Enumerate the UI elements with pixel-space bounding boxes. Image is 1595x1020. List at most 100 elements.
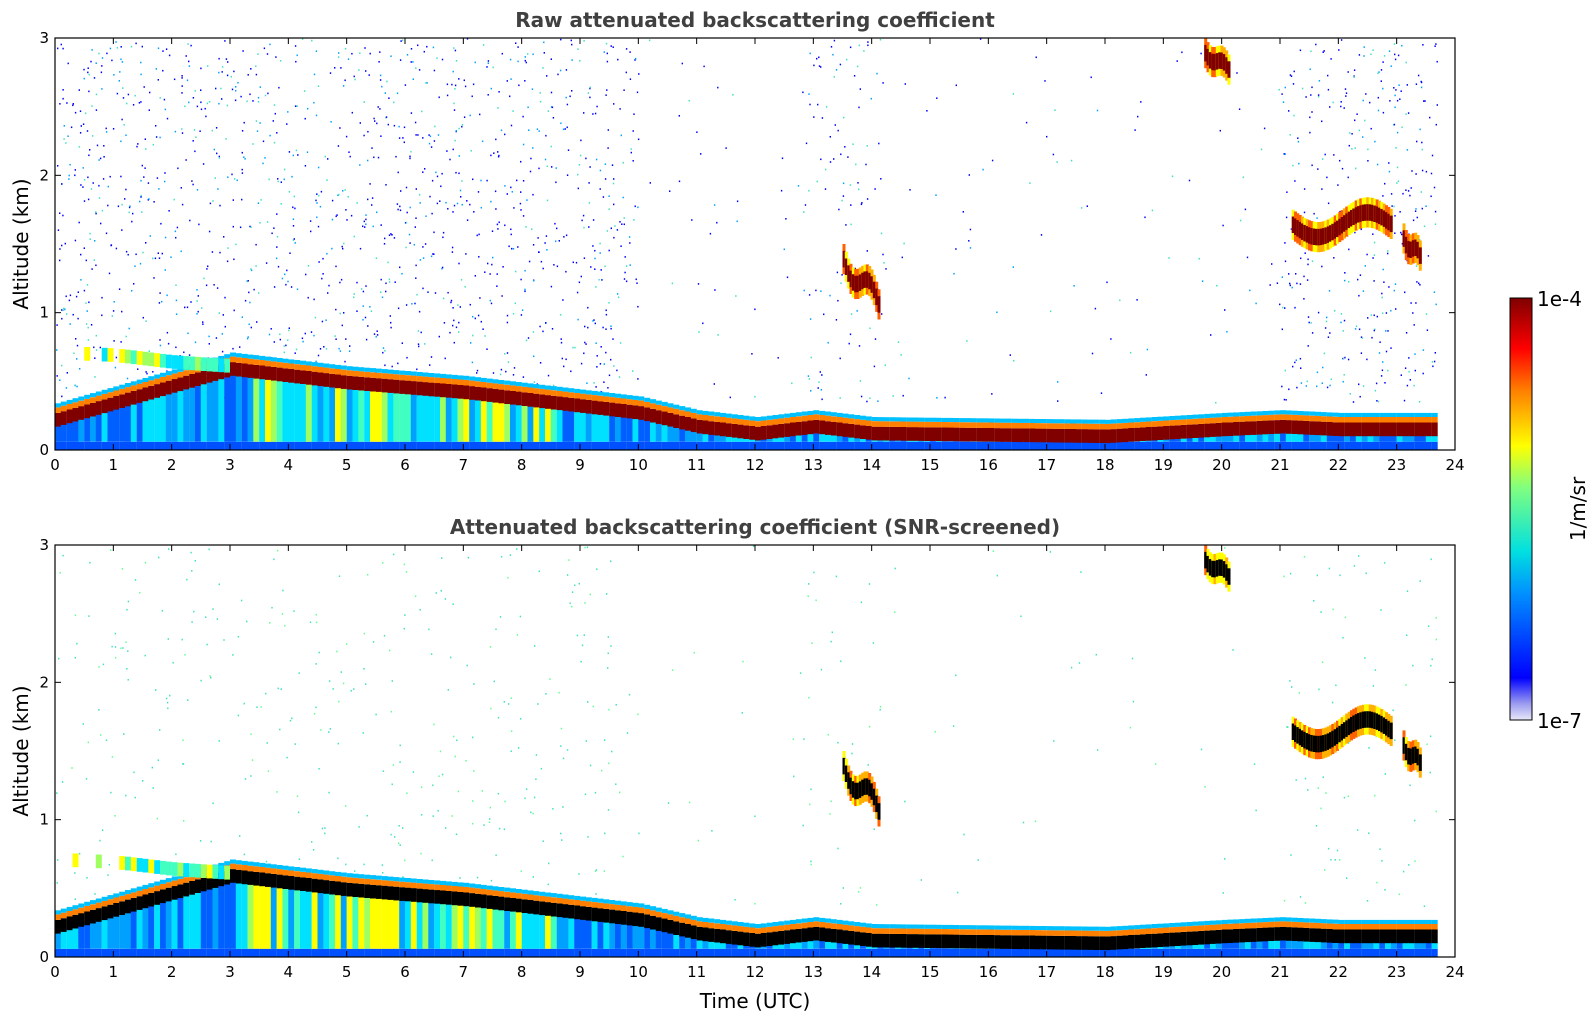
noise-speck <box>398 125 400 128</box>
noise-speck <box>717 86 719 89</box>
noise-speck <box>464 85 467 88</box>
noise-speck <box>571 43 573 46</box>
x-tick-label: 11 <box>687 456 706 474</box>
boundary-layer-column <box>737 931 744 946</box>
layer-fringe <box>1099 930 1106 937</box>
residual-layer-column <box>154 353 161 367</box>
noise-speck <box>510 186 512 189</box>
layer-fringe <box>1011 929 1018 936</box>
boundary-layer-column <box>924 934 931 948</box>
noise-speck <box>1306 380 1308 383</box>
noise-speck <box>1421 207 1423 210</box>
cloud-core <box>1312 228 1316 245</box>
mixed-layer-column <box>480 906 487 949</box>
noise-speck <box>1342 380 1344 383</box>
noise-speck <box>297 811 300 814</box>
mixed-layer-column <box>848 943 855 949</box>
boundary-layer-column <box>708 928 715 942</box>
noise-speck <box>547 110 549 112</box>
noise-speck <box>94 240 96 242</box>
mixed-layer-column <box>148 905 155 949</box>
boundary-layer-column <box>492 388 499 403</box>
noise-speck <box>441 557 443 559</box>
boundary-layer-column <box>329 880 336 895</box>
noise-speck <box>613 365 615 367</box>
mixed-layer-column <box>475 906 481 949</box>
boundary-layer-column <box>294 369 301 384</box>
layer-fringe <box>375 372 382 379</box>
surface-column <box>556 441 563 450</box>
mixed-layer-column <box>760 438 767 442</box>
layer-fringe <box>480 889 487 895</box>
noise-speck <box>498 827 501 830</box>
noise-speck <box>494 190 497 193</box>
noise-speck <box>813 64 815 67</box>
noise-speck <box>1384 182 1386 185</box>
boundary-layer-column <box>492 895 499 910</box>
surface-column <box>1145 441 1152 450</box>
surface-column <box>276 441 283 450</box>
noise-speck <box>181 85 183 87</box>
boundary-layer-column <box>294 876 301 891</box>
layer-fringe <box>1210 417 1216 424</box>
noise-speck <box>599 252 601 254</box>
noise-speck <box>396 203 399 205</box>
layer-fringe <box>644 401 651 408</box>
layer-fringe <box>1227 412 1234 417</box>
noise-speck <box>509 58 512 61</box>
surface-column <box>819 948 826 957</box>
layer-fringe <box>912 417 919 422</box>
noise-speck <box>1035 56 1037 59</box>
boundary-layer-column <box>160 889 166 904</box>
noise-speck <box>1029 182 1031 184</box>
noise-speck <box>595 286 597 288</box>
boundary-layer-column <box>1081 936 1088 950</box>
noise-speck <box>257 101 260 103</box>
noise-speck <box>446 150 448 152</box>
noise-speck <box>1398 893 1401 896</box>
mixed-layer-column <box>142 399 149 442</box>
noise-speck <box>610 327 612 330</box>
noise-speck <box>1347 71 1349 73</box>
noise-speck <box>517 60 519 63</box>
noise-speck <box>264 94 267 97</box>
noise-speck <box>365 285 367 287</box>
noise-speck <box>412 771 415 773</box>
noise-speck <box>520 870 522 873</box>
layer-fringe <box>854 415 861 420</box>
surface-column <box>335 948 341 957</box>
noise-speck <box>358 69 360 71</box>
boundary-layer-column <box>1245 421 1251 436</box>
layer-fringe <box>871 924 878 929</box>
boundary-layer-column <box>650 408 656 423</box>
noise-speck <box>256 321 258 323</box>
layer-fringe <box>84 394 91 399</box>
boundary-layer-column <box>78 913 85 927</box>
boundary-layer-column <box>247 364 254 378</box>
noise-speck <box>400 190 402 192</box>
noise-speck <box>713 383 715 385</box>
boundary-layer-column <box>1385 422 1391 437</box>
noise-speck <box>262 140 265 143</box>
noise-speck <box>1320 611 1322 613</box>
noise-speck <box>1188 179 1191 182</box>
noise-speck <box>546 75 548 77</box>
surface-column <box>562 948 569 957</box>
layer-fringe <box>673 404 680 409</box>
noise-speck <box>121 568 124 570</box>
noise-speck <box>232 654 234 656</box>
boundary-layer-column <box>440 383 446 398</box>
noise-speck <box>1343 796 1346 799</box>
layer-fringe <box>760 420 767 426</box>
noise-speck <box>527 106 529 109</box>
mixed-layer-column <box>259 884 266 949</box>
noise-speck <box>429 364 431 366</box>
layer-fringe <box>1029 925 1036 930</box>
layer-fringe <box>801 411 808 416</box>
noise-speck <box>1315 825 1318 827</box>
layer-fringe <box>370 372 376 378</box>
layer-fringe <box>1145 421 1152 427</box>
boundary-layer-column <box>136 896 143 910</box>
noise-speck <box>1106 281 1108 284</box>
boundary-layer-column <box>1029 935 1036 950</box>
